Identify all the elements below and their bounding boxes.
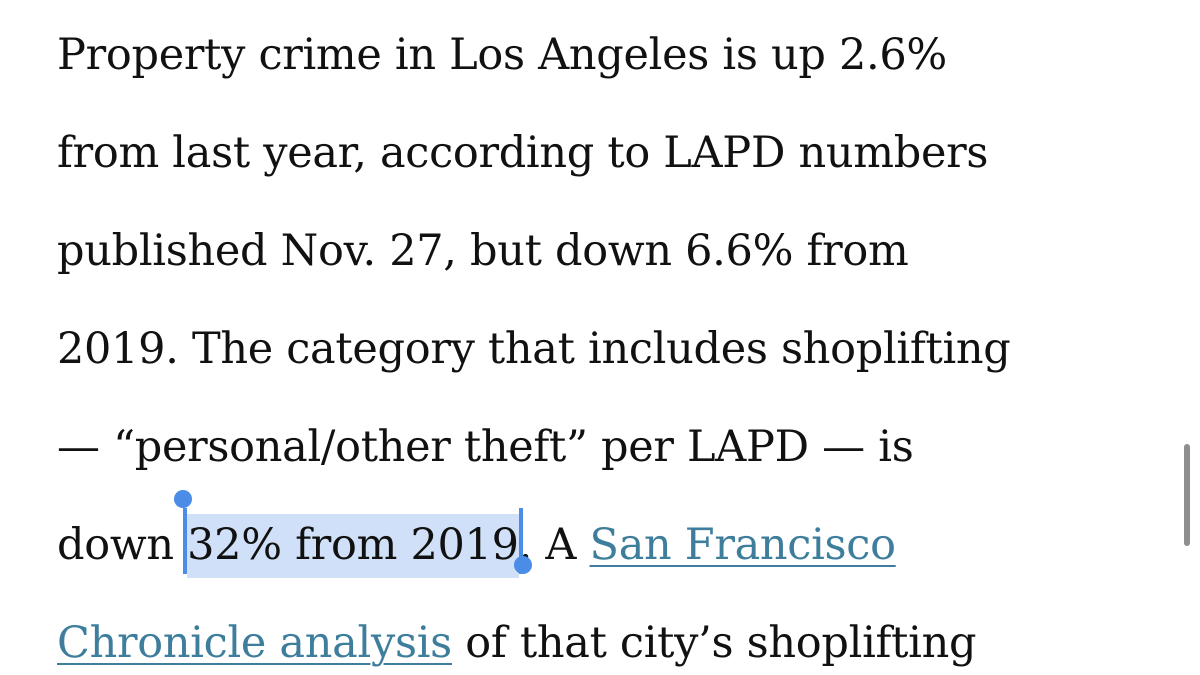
chronicle-analysis-link-continued[interactable]: Chronicle analysis [57,618,452,668]
article-line: — “personal/other theft” per LAPD — is [57,422,914,472]
article-text: of that city’s shoplifting [451,618,977,668]
article-line: Chronicle analysis of that city’s shopli… [57,594,1167,675]
article-line: from last year, according to LAPD number… [57,128,989,178]
selection-end-knob[interactable] [513,556,532,574]
selection-start-handle[interactable] [183,508,188,574]
selection-start-knob[interactable] [174,490,193,508]
selected-text: 32% from 2019 [187,520,519,570]
text-selection[interactable]: 32% from 2019 [174,490,532,578]
article-text: down [57,520,188,570]
article-line: published Nov. 27, but down 6.6% from [57,226,909,276]
article-line: down 32% from 2019. A San Francisco [57,490,1167,594]
article-body: Property crime in Los Angeles is up 2.6%… [57,6,1167,675]
scroll-indicator[interactable] [1184,444,1190,546]
selection-end-handle[interactable] [518,508,523,574]
article-line: 2019. The category that includes shoplif… [57,324,1011,374]
chronicle-analysis-link[interactable]: San Francisco [589,520,896,570]
article-line: Property crime in Los Angeles is up 2.6% [57,30,947,80]
